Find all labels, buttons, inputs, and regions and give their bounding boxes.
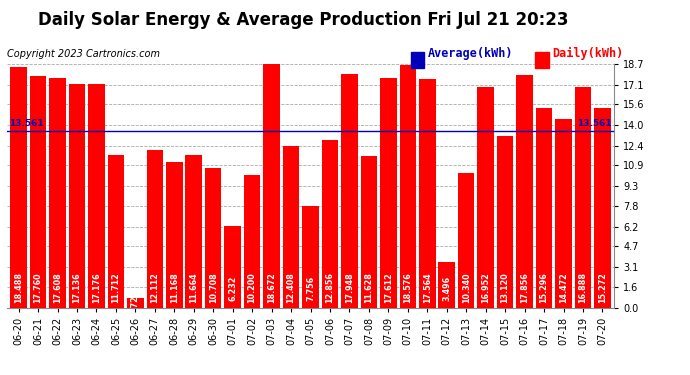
Text: 17.608: 17.608 bbox=[53, 273, 62, 303]
Text: 7.756: 7.756 bbox=[306, 275, 315, 300]
Text: 17.176: 17.176 bbox=[92, 273, 101, 303]
Text: 11.664: 11.664 bbox=[189, 273, 198, 303]
Text: 11.168: 11.168 bbox=[170, 273, 179, 303]
Bar bbox=[10, 66, 27, 308]
Bar bbox=[30, 76, 46, 308]
Text: 15.296: 15.296 bbox=[540, 273, 549, 303]
Text: Average(kWh): Average(kWh) bbox=[428, 47, 513, 60]
Bar bbox=[380, 78, 397, 308]
Bar bbox=[108, 155, 124, 308]
Bar bbox=[400, 65, 416, 308]
Bar bbox=[361, 156, 377, 308]
Text: 10.708: 10.708 bbox=[208, 273, 217, 303]
Bar bbox=[186, 156, 202, 308]
Text: 17.612: 17.612 bbox=[384, 273, 393, 303]
Text: 10.340: 10.340 bbox=[462, 273, 471, 303]
Bar bbox=[516, 75, 533, 308]
Bar bbox=[283, 146, 299, 308]
Bar bbox=[419, 78, 435, 308]
Text: 18.672: 18.672 bbox=[267, 273, 276, 303]
Text: 17.564: 17.564 bbox=[423, 273, 432, 303]
Text: Daily Solar Energy & Average Production Fri Jul 21 20:23: Daily Solar Energy & Average Production … bbox=[39, 11, 569, 29]
Text: 0.728: 0.728 bbox=[131, 290, 140, 315]
Bar bbox=[477, 87, 494, 308]
Bar bbox=[594, 108, 611, 307]
Text: 17.760: 17.760 bbox=[34, 273, 43, 303]
Text: 14.472: 14.472 bbox=[559, 273, 568, 303]
Text: 13.120: 13.120 bbox=[501, 273, 510, 303]
Bar bbox=[575, 87, 591, 308]
Bar bbox=[88, 84, 105, 308]
Bar bbox=[555, 119, 572, 308]
Bar bbox=[49, 78, 66, 308]
Text: 13.561: 13.561 bbox=[9, 119, 43, 128]
Bar bbox=[146, 150, 163, 308]
Text: 11.712: 11.712 bbox=[111, 273, 120, 303]
Text: 10.200: 10.200 bbox=[248, 273, 257, 303]
Text: 17.136: 17.136 bbox=[72, 273, 81, 303]
Text: 16.952: 16.952 bbox=[481, 273, 490, 303]
Text: Copyright 2023 Cartronics.com: Copyright 2023 Cartronics.com bbox=[7, 49, 160, 59]
Bar bbox=[302, 206, 319, 308]
Text: 16.888: 16.888 bbox=[578, 273, 587, 303]
Bar bbox=[127, 298, 144, 307]
Bar bbox=[341, 74, 357, 308]
Bar bbox=[69, 84, 86, 308]
Bar bbox=[411, 53, 424, 68]
Text: 18.488: 18.488 bbox=[14, 273, 23, 303]
Text: 12.112: 12.112 bbox=[150, 273, 159, 303]
Text: 11.628: 11.628 bbox=[364, 273, 373, 303]
Bar bbox=[166, 162, 183, 308]
Bar bbox=[497, 136, 513, 308]
Text: 12.408: 12.408 bbox=[286, 273, 295, 303]
Bar bbox=[458, 173, 475, 308]
Bar bbox=[535, 108, 552, 308]
Text: 13.561: 13.561 bbox=[578, 119, 612, 128]
Text: 17.948: 17.948 bbox=[345, 273, 354, 303]
Bar bbox=[535, 53, 549, 68]
Bar bbox=[264, 64, 280, 308]
Bar bbox=[244, 174, 260, 308]
Bar bbox=[438, 262, 455, 308]
Bar bbox=[205, 168, 221, 308]
Bar bbox=[322, 140, 338, 308]
Text: 3.496: 3.496 bbox=[442, 275, 451, 300]
Text: 12.856: 12.856 bbox=[326, 273, 335, 303]
Text: 17.856: 17.856 bbox=[520, 273, 529, 303]
Text: 15.272: 15.272 bbox=[598, 273, 607, 303]
Text: 18.576: 18.576 bbox=[404, 273, 413, 303]
Text: Daily(kWh): Daily(kWh) bbox=[552, 47, 623, 60]
Bar bbox=[224, 226, 241, 308]
Text: 6.232: 6.232 bbox=[228, 275, 237, 301]
